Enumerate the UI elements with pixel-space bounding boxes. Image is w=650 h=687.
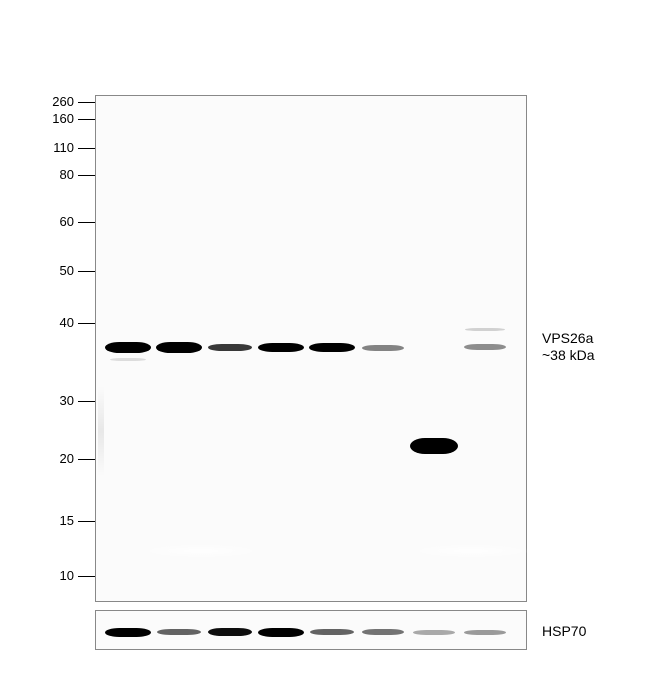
band-lane-2 (208, 344, 252, 351)
band-lane-3 (258, 628, 304, 637)
lane-labels-group: K-562Caco-2HeLa769-PJeKo-1JurkatMouse sk… (0, 0, 650, 95)
mw-marker-110: 110 (24, 140, 74, 155)
band-lane-7 (464, 344, 506, 350)
band-lane-1 (157, 629, 201, 635)
blot-smudge (98, 386, 104, 476)
mw-marker-260: 260 (24, 94, 74, 109)
mw-marker-50: 50 (24, 263, 74, 278)
blot-artifact (141, 544, 261, 558)
band-lane-0 (105, 628, 151, 637)
band-lane-6 (413, 630, 455, 635)
band-lane-1 (156, 342, 202, 353)
mw-marker-40: 40 (24, 315, 74, 330)
band-lane-7 (465, 328, 505, 331)
band-lane-0 (110, 358, 146, 361)
band-lane-4 (310, 629, 354, 635)
figure-container: K-562Caco-2HeLa769-PJeKo-1JurkatMouse sk… (0, 0, 650, 687)
band-lane-5 (362, 629, 404, 635)
band-lane-6 (410, 438, 458, 454)
target-label-mw: ~38 kDa (542, 347, 595, 363)
mw-marker-160: 160 (24, 111, 74, 126)
mw-marker-60: 60 (24, 214, 74, 229)
target-label-name: VPS26a (542, 330, 593, 346)
band-lane-5 (362, 345, 404, 351)
band-lane-3 (258, 343, 304, 352)
band-lane-2 (208, 628, 252, 636)
loading-control-label: HSP70 (542, 623, 586, 639)
mw-marker-10: 10 (24, 568, 74, 583)
blot-artifact (411, 544, 531, 558)
band-lane-0 (105, 342, 151, 353)
mw-marker-20: 20 (24, 451, 74, 466)
band-lane-4 (309, 343, 355, 352)
band-lane-7 (464, 630, 506, 635)
mw-marker-30: 30 (24, 393, 74, 408)
mw-marker-15: 15 (24, 513, 74, 528)
mw-marker-80: 80 (24, 167, 74, 182)
